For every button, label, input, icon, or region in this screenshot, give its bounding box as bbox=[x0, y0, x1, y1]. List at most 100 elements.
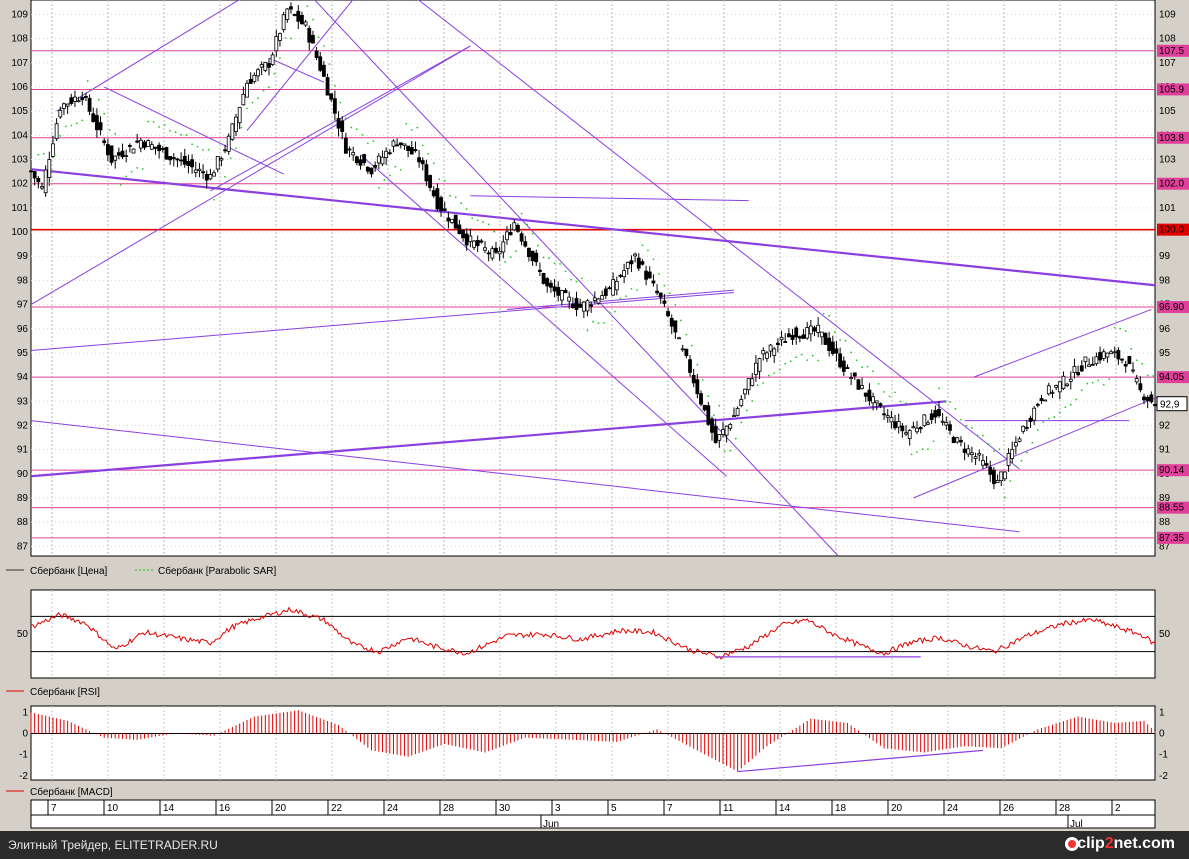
sar-dot bbox=[471, 217, 474, 219]
trend-line bbox=[360, 154, 727, 477]
sar-dot bbox=[1036, 429, 1039, 431]
candle-body bbox=[29, 170, 33, 173]
sar-dot bbox=[240, 126, 243, 129]
candle-body bbox=[461, 230, 465, 239]
candle-body bbox=[743, 388, 747, 395]
sar-dot bbox=[476, 219, 479, 222]
candle-body bbox=[1032, 407, 1037, 421]
candle-body bbox=[614, 280, 619, 291]
candle-body bbox=[973, 456, 978, 459]
candle-body bbox=[512, 222, 517, 231]
candle-body bbox=[54, 123, 59, 140]
macd-tick-left: 1 bbox=[22, 707, 28, 718]
sar-dot bbox=[663, 284, 666, 287]
sar-dot bbox=[229, 157, 232, 160]
candle-body bbox=[439, 197, 443, 212]
candle-body bbox=[340, 120, 345, 132]
candle-body bbox=[556, 287, 561, 296]
candle-body bbox=[300, 15, 304, 25]
sar-dot bbox=[899, 400, 902, 403]
sar-dot bbox=[795, 356, 798, 359]
candle-body bbox=[464, 233, 469, 246]
candle-body bbox=[201, 171, 205, 174]
sar-dot bbox=[75, 122, 78, 125]
candle-body bbox=[332, 98, 337, 114]
sar-dot bbox=[982, 434, 984, 437]
candle-body bbox=[475, 240, 480, 247]
level-label: 105.9 bbox=[1159, 84, 1184, 95]
candle-body bbox=[856, 379, 861, 390]
sar-dot bbox=[350, 126, 353, 129]
candle-body bbox=[684, 348, 689, 357]
candle-body bbox=[984, 463, 989, 466]
candle-body bbox=[889, 417, 894, 423]
sar-dot bbox=[339, 101, 342, 104]
sar-dot bbox=[658, 272, 660, 275]
x-tick-label: 11 bbox=[723, 803, 734, 814]
candle-body bbox=[124, 155, 129, 158]
trend-line bbox=[30, 420, 1020, 533]
candle-body bbox=[948, 424, 952, 431]
candle-body bbox=[508, 232, 513, 236]
x-tick-label: 22 bbox=[331, 803, 343, 814]
level-label: 96.90 bbox=[1159, 302, 1184, 313]
sar-dot bbox=[910, 453, 913, 456]
sar-dot bbox=[778, 368, 781, 371]
candle-body bbox=[369, 167, 374, 175]
rsi-tick-left: 50 bbox=[17, 629, 29, 640]
candle-body bbox=[959, 440, 963, 443]
rsi-panel bbox=[30, 589, 1156, 679]
sar-dot bbox=[174, 131, 177, 134]
candle-body bbox=[1098, 352, 1102, 361]
candle-body bbox=[600, 295, 605, 300]
candle-body bbox=[1105, 352, 1110, 358]
candle-body bbox=[761, 350, 766, 355]
last-price-box bbox=[1156, 396, 1188, 412]
candle-body bbox=[768, 344, 773, 352]
candle-body bbox=[673, 320, 678, 333]
candle-body bbox=[490, 248, 495, 259]
candle-body bbox=[578, 304, 583, 308]
candle-body bbox=[589, 304, 594, 307]
candle-body bbox=[607, 287, 612, 290]
level-label-box bbox=[1157, 83, 1189, 96]
level-label: 103.8 bbox=[1159, 133, 1184, 144]
candle-body bbox=[651, 280, 656, 284]
sar-dot bbox=[97, 98, 100, 101]
level-label-box bbox=[1157, 301, 1189, 314]
macd-tick-right: 1 bbox=[1159, 707, 1165, 718]
clip2net-logo: clip2net.com bbox=[1077, 835, 1175, 852]
sar-dot bbox=[806, 359, 809, 361]
candle-body bbox=[472, 240, 476, 248]
candle-body bbox=[354, 156, 359, 164]
candle-body bbox=[435, 188, 440, 210]
sar-dot bbox=[729, 449, 732, 452]
candle-body bbox=[538, 269, 542, 272]
sar-dot bbox=[537, 244, 539, 247]
candle-body bbox=[1046, 385, 1051, 395]
sar-dot bbox=[383, 179, 386, 181]
level-label: 100.0 bbox=[1159, 225, 1184, 236]
candle-body bbox=[570, 303, 575, 308]
sar-dot bbox=[405, 122, 408, 125]
level-label-box bbox=[1157, 501, 1189, 514]
candle-body bbox=[962, 448, 967, 453]
sar-dot bbox=[399, 169, 402, 171]
candle-body bbox=[62, 103, 66, 109]
candle-body bbox=[662, 300, 667, 304]
candle-body bbox=[307, 27, 312, 43]
y-tick-left: 88 bbox=[17, 517, 29, 528]
sar-dot bbox=[701, 379, 704, 381]
candle-body bbox=[40, 186, 44, 189]
sar-dot bbox=[553, 262, 556, 265]
y-tick-left: 102 bbox=[11, 179, 28, 190]
sar-dot bbox=[317, 36, 320, 39]
candle-body bbox=[116, 152, 121, 156]
sar-dot bbox=[822, 312, 825, 315]
sar-dot bbox=[1058, 411, 1061, 414]
candle-body bbox=[940, 420, 945, 423]
sar-dot bbox=[487, 223, 490, 226]
candle-body bbox=[801, 334, 806, 339]
candle-body bbox=[977, 453, 982, 456]
trend-line bbox=[246, 0, 354, 131]
